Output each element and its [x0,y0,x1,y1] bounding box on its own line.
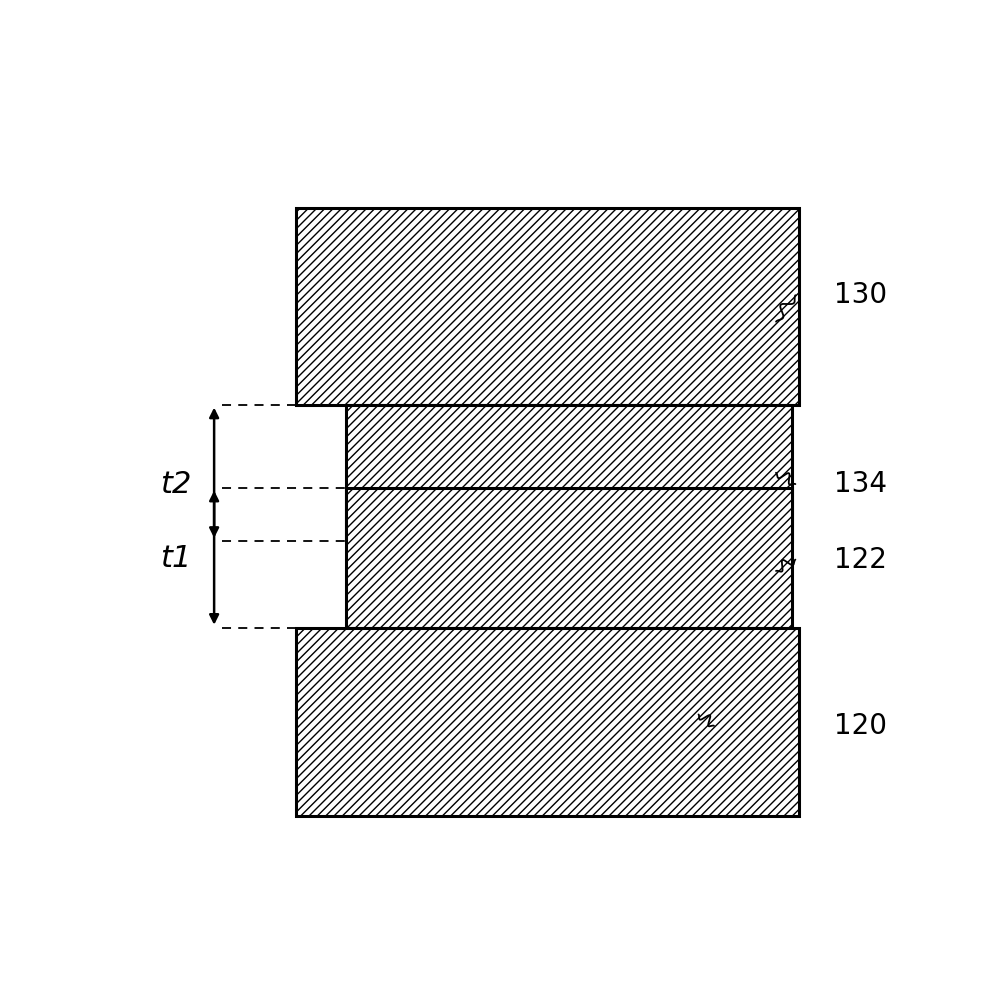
Bar [296,628,799,816]
Text: 130: 130 [834,282,887,309]
Text: t2: t2 [160,470,191,499]
Text: 122: 122 [834,545,887,574]
Bar [296,208,799,405]
Text: 120: 120 [834,712,887,740]
Bar [346,488,792,628]
Text: t1: t1 [160,544,191,573]
Bar [346,405,792,541]
Text: 134: 134 [834,470,887,498]
